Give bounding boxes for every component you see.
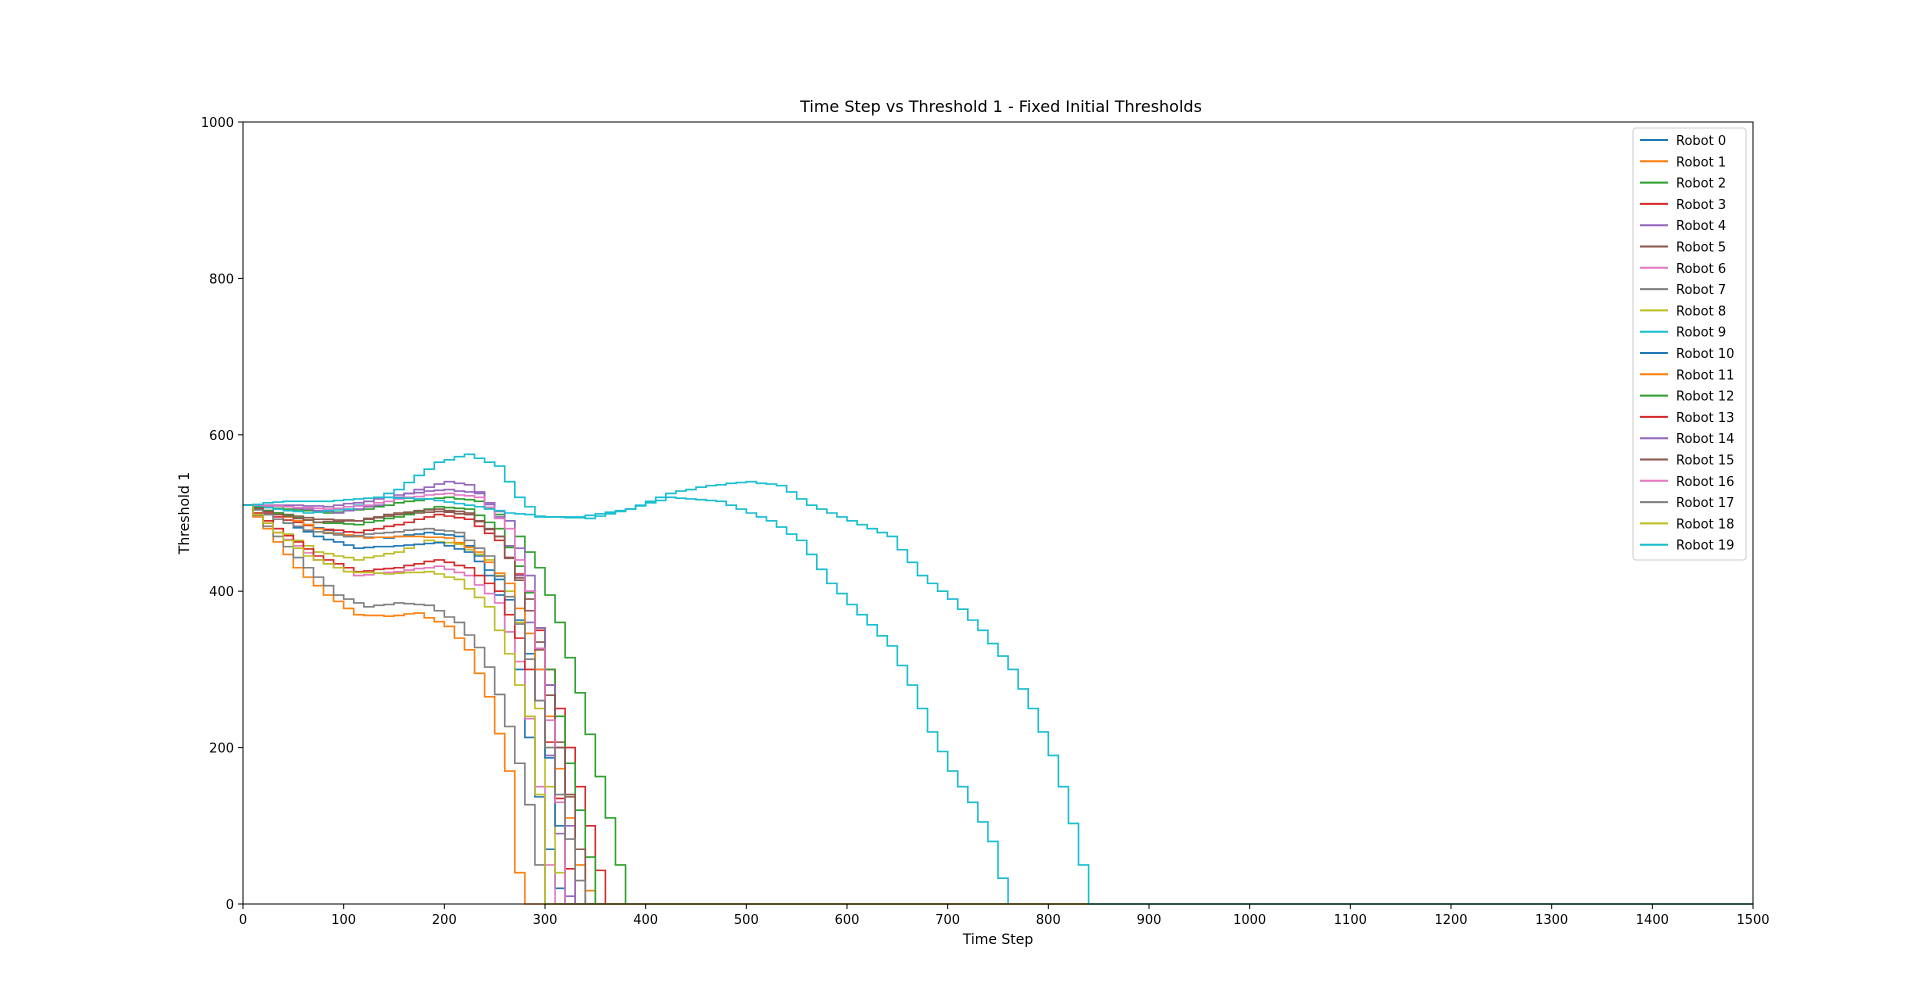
x-tick-label: 600 xyxy=(835,913,860,928)
legend-items: Robot 0 Robot 1 Robot 2 Robot 3 Robot 4 Robot… xyxy=(1640,134,1734,554)
y-tick-label: 200 xyxy=(209,742,234,757)
x-tick-label: 300 xyxy=(533,913,558,928)
legend-label: Robot 8 xyxy=(1676,304,1726,319)
legend-label: Robot 1 xyxy=(1676,155,1726,170)
x-tick-label: 1000 xyxy=(1233,913,1266,928)
plot-frame xyxy=(242,121,1754,905)
legend-label: Robot 19 xyxy=(1676,539,1734,554)
y-tick-label: 600 xyxy=(209,429,234,444)
legend-label: Robot 7 xyxy=(1676,283,1726,298)
x-tick-label: 1200 xyxy=(1434,913,1467,928)
x-tick-label: 500 xyxy=(734,913,759,928)
x-tick-label: 1400 xyxy=(1636,913,1669,928)
legend-label: Robot 3 xyxy=(1676,198,1726,213)
x-tick-label: 0 xyxy=(239,913,247,928)
legend-label: Robot 0 xyxy=(1676,134,1726,149)
legend-label: Robot 18 xyxy=(1676,517,1734,532)
chart-title: Time Step vs Threshold 1 - Fixed Initial… xyxy=(799,97,1202,116)
legend-label: Robot 10 xyxy=(1676,347,1734,362)
legend-label: Robot 15 xyxy=(1676,454,1734,469)
legend-label: Robot 17 xyxy=(1676,496,1734,511)
legend-label: Robot 4 xyxy=(1676,219,1726,234)
x-tick-label: 200 xyxy=(432,913,457,928)
x-tick-label: 900 xyxy=(1137,913,1162,928)
x-tick-label: 100 xyxy=(331,913,356,928)
legend-label: Robot 14 xyxy=(1676,432,1734,447)
y-tick-label: 0 xyxy=(226,898,234,913)
x-tick-label: 800 xyxy=(1036,913,1061,928)
legend-label: Robot 6 xyxy=(1676,262,1726,277)
legend-label: Robot 9 xyxy=(1676,326,1726,341)
legend-label: Robot 12 xyxy=(1676,390,1734,405)
legend: Robot 0 Robot 1 Robot 2 Robot 3 Robot 4 Robot… xyxy=(1632,127,1747,561)
x-tick-label: 1100 xyxy=(1334,913,1367,928)
x-axis: 0 100 200 300 400 500 600 700 800 900 1000 1100 1200… xyxy=(239,904,1770,928)
x-tick-label: 1500 xyxy=(1736,913,1769,928)
legend-label: Robot 13 xyxy=(1676,411,1734,426)
y-tick-label: 800 xyxy=(209,272,234,287)
plot-area xyxy=(242,121,1754,905)
legend-label: Robot 2 xyxy=(1676,177,1726,192)
y-axis-label: Threshold 1 xyxy=(177,472,193,555)
y-tick-label: 400 xyxy=(209,585,234,600)
y-tick-label: 1000 xyxy=(201,116,234,131)
legend-frame xyxy=(1632,127,1747,561)
legend-label: Robot 16 xyxy=(1676,475,1734,490)
x-tick-label: 700 xyxy=(935,913,960,928)
x-tick-label: 1300 xyxy=(1535,913,1568,928)
legend-label: Robot 5 xyxy=(1676,241,1726,256)
x-axis-label: Time Step xyxy=(962,932,1034,948)
y-axis: 0 200 400 600 800 1000 xyxy=(201,116,243,913)
legend-label: Robot 11 xyxy=(1676,368,1734,383)
x-tick-label: 400 xyxy=(633,913,658,928)
